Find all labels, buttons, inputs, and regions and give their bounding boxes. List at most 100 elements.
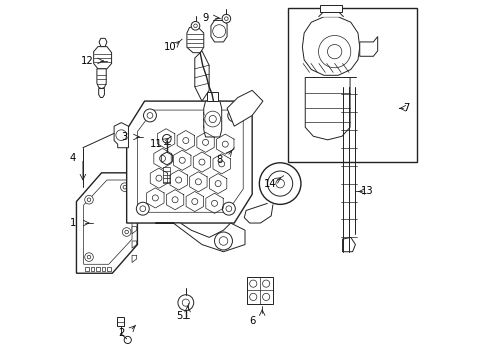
Text: 8: 8 <box>217 155 223 165</box>
Circle shape <box>144 109 156 122</box>
Circle shape <box>228 109 241 122</box>
Text: 3: 3 <box>122 132 128 142</box>
Circle shape <box>175 177 182 183</box>
Circle shape <box>183 138 189 144</box>
Polygon shape <box>96 267 100 271</box>
Polygon shape <box>132 241 137 248</box>
Polygon shape <box>99 39 107 46</box>
Circle shape <box>160 156 166 162</box>
Circle shape <box>194 24 197 28</box>
Circle shape <box>87 255 91 259</box>
Text: 10: 10 <box>163 42 176 52</box>
Text: 11: 11 <box>150 139 163 149</box>
Polygon shape <box>85 267 89 271</box>
Circle shape <box>116 130 126 140</box>
Polygon shape <box>155 223 245 252</box>
Circle shape <box>263 280 270 287</box>
Circle shape <box>85 253 93 261</box>
Circle shape <box>327 44 342 59</box>
Text: 14: 14 <box>264 179 276 189</box>
Polygon shape <box>107 267 111 271</box>
Circle shape <box>222 14 231 23</box>
Polygon shape <box>97 69 106 89</box>
Polygon shape <box>318 12 343 17</box>
Polygon shape <box>211 21 227 42</box>
Circle shape <box>231 113 237 118</box>
Circle shape <box>172 197 178 203</box>
Circle shape <box>222 141 228 147</box>
Polygon shape <box>195 51 209 101</box>
Bar <box>341 80 357 87</box>
Polygon shape <box>204 101 221 137</box>
Circle shape <box>219 237 228 245</box>
Polygon shape <box>117 318 124 326</box>
Polygon shape <box>227 90 263 126</box>
Circle shape <box>222 202 235 215</box>
Bar <box>247 277 272 304</box>
Text: 9: 9 <box>202 13 209 23</box>
Polygon shape <box>132 212 137 220</box>
Polygon shape <box>76 173 137 273</box>
Polygon shape <box>245 203 273 223</box>
Polygon shape <box>91 267 95 271</box>
Circle shape <box>192 198 198 204</box>
Circle shape <box>259 163 301 204</box>
Circle shape <box>213 25 225 38</box>
Text: 7: 7 <box>403 103 410 113</box>
Polygon shape <box>101 267 105 271</box>
Text: 13: 13 <box>361 186 373 197</box>
Bar <box>207 92 218 101</box>
Polygon shape <box>94 46 112 69</box>
Circle shape <box>163 136 169 142</box>
Polygon shape <box>126 101 252 223</box>
Circle shape <box>219 161 225 167</box>
Circle shape <box>178 295 194 311</box>
Circle shape <box>87 198 91 202</box>
Bar <box>163 167 171 183</box>
Polygon shape <box>84 180 132 264</box>
Text: 4: 4 <box>70 153 76 163</box>
Bar <box>320 5 342 12</box>
Circle shape <box>318 36 351 68</box>
Circle shape <box>209 116 216 123</box>
Circle shape <box>191 22 200 30</box>
Polygon shape <box>302 17 360 75</box>
Polygon shape <box>132 226 137 234</box>
Circle shape <box>179 157 185 163</box>
Text: 2: 2 <box>118 328 124 338</box>
Circle shape <box>263 293 270 301</box>
Circle shape <box>215 181 221 186</box>
Circle shape <box>250 293 257 301</box>
Circle shape <box>250 280 257 287</box>
Text: 6: 6 <box>249 316 255 325</box>
Circle shape <box>276 179 285 188</box>
Circle shape <box>202 139 209 145</box>
Text: 5: 5 <box>176 311 183 321</box>
Circle shape <box>147 113 153 118</box>
Circle shape <box>224 17 228 21</box>
Text: 12: 12 <box>81 56 94 66</box>
Circle shape <box>140 206 146 212</box>
Polygon shape <box>132 255 137 262</box>
Circle shape <box>268 171 293 196</box>
Polygon shape <box>360 37 378 56</box>
Circle shape <box>152 195 158 201</box>
Circle shape <box>212 200 218 206</box>
Circle shape <box>182 299 190 306</box>
Circle shape <box>123 185 126 189</box>
Circle shape <box>163 134 171 143</box>
Circle shape <box>136 202 149 215</box>
Bar <box>288 8 417 162</box>
Circle shape <box>196 179 201 185</box>
Circle shape <box>156 175 162 181</box>
Circle shape <box>85 195 93 204</box>
Polygon shape <box>98 89 104 98</box>
Circle shape <box>205 111 220 127</box>
Polygon shape <box>114 123 128 148</box>
Circle shape <box>122 228 131 236</box>
Polygon shape <box>343 237 355 252</box>
Circle shape <box>215 232 232 250</box>
Text: 1: 1 <box>70 218 76 228</box>
Circle shape <box>121 183 129 192</box>
Polygon shape <box>137 110 243 212</box>
